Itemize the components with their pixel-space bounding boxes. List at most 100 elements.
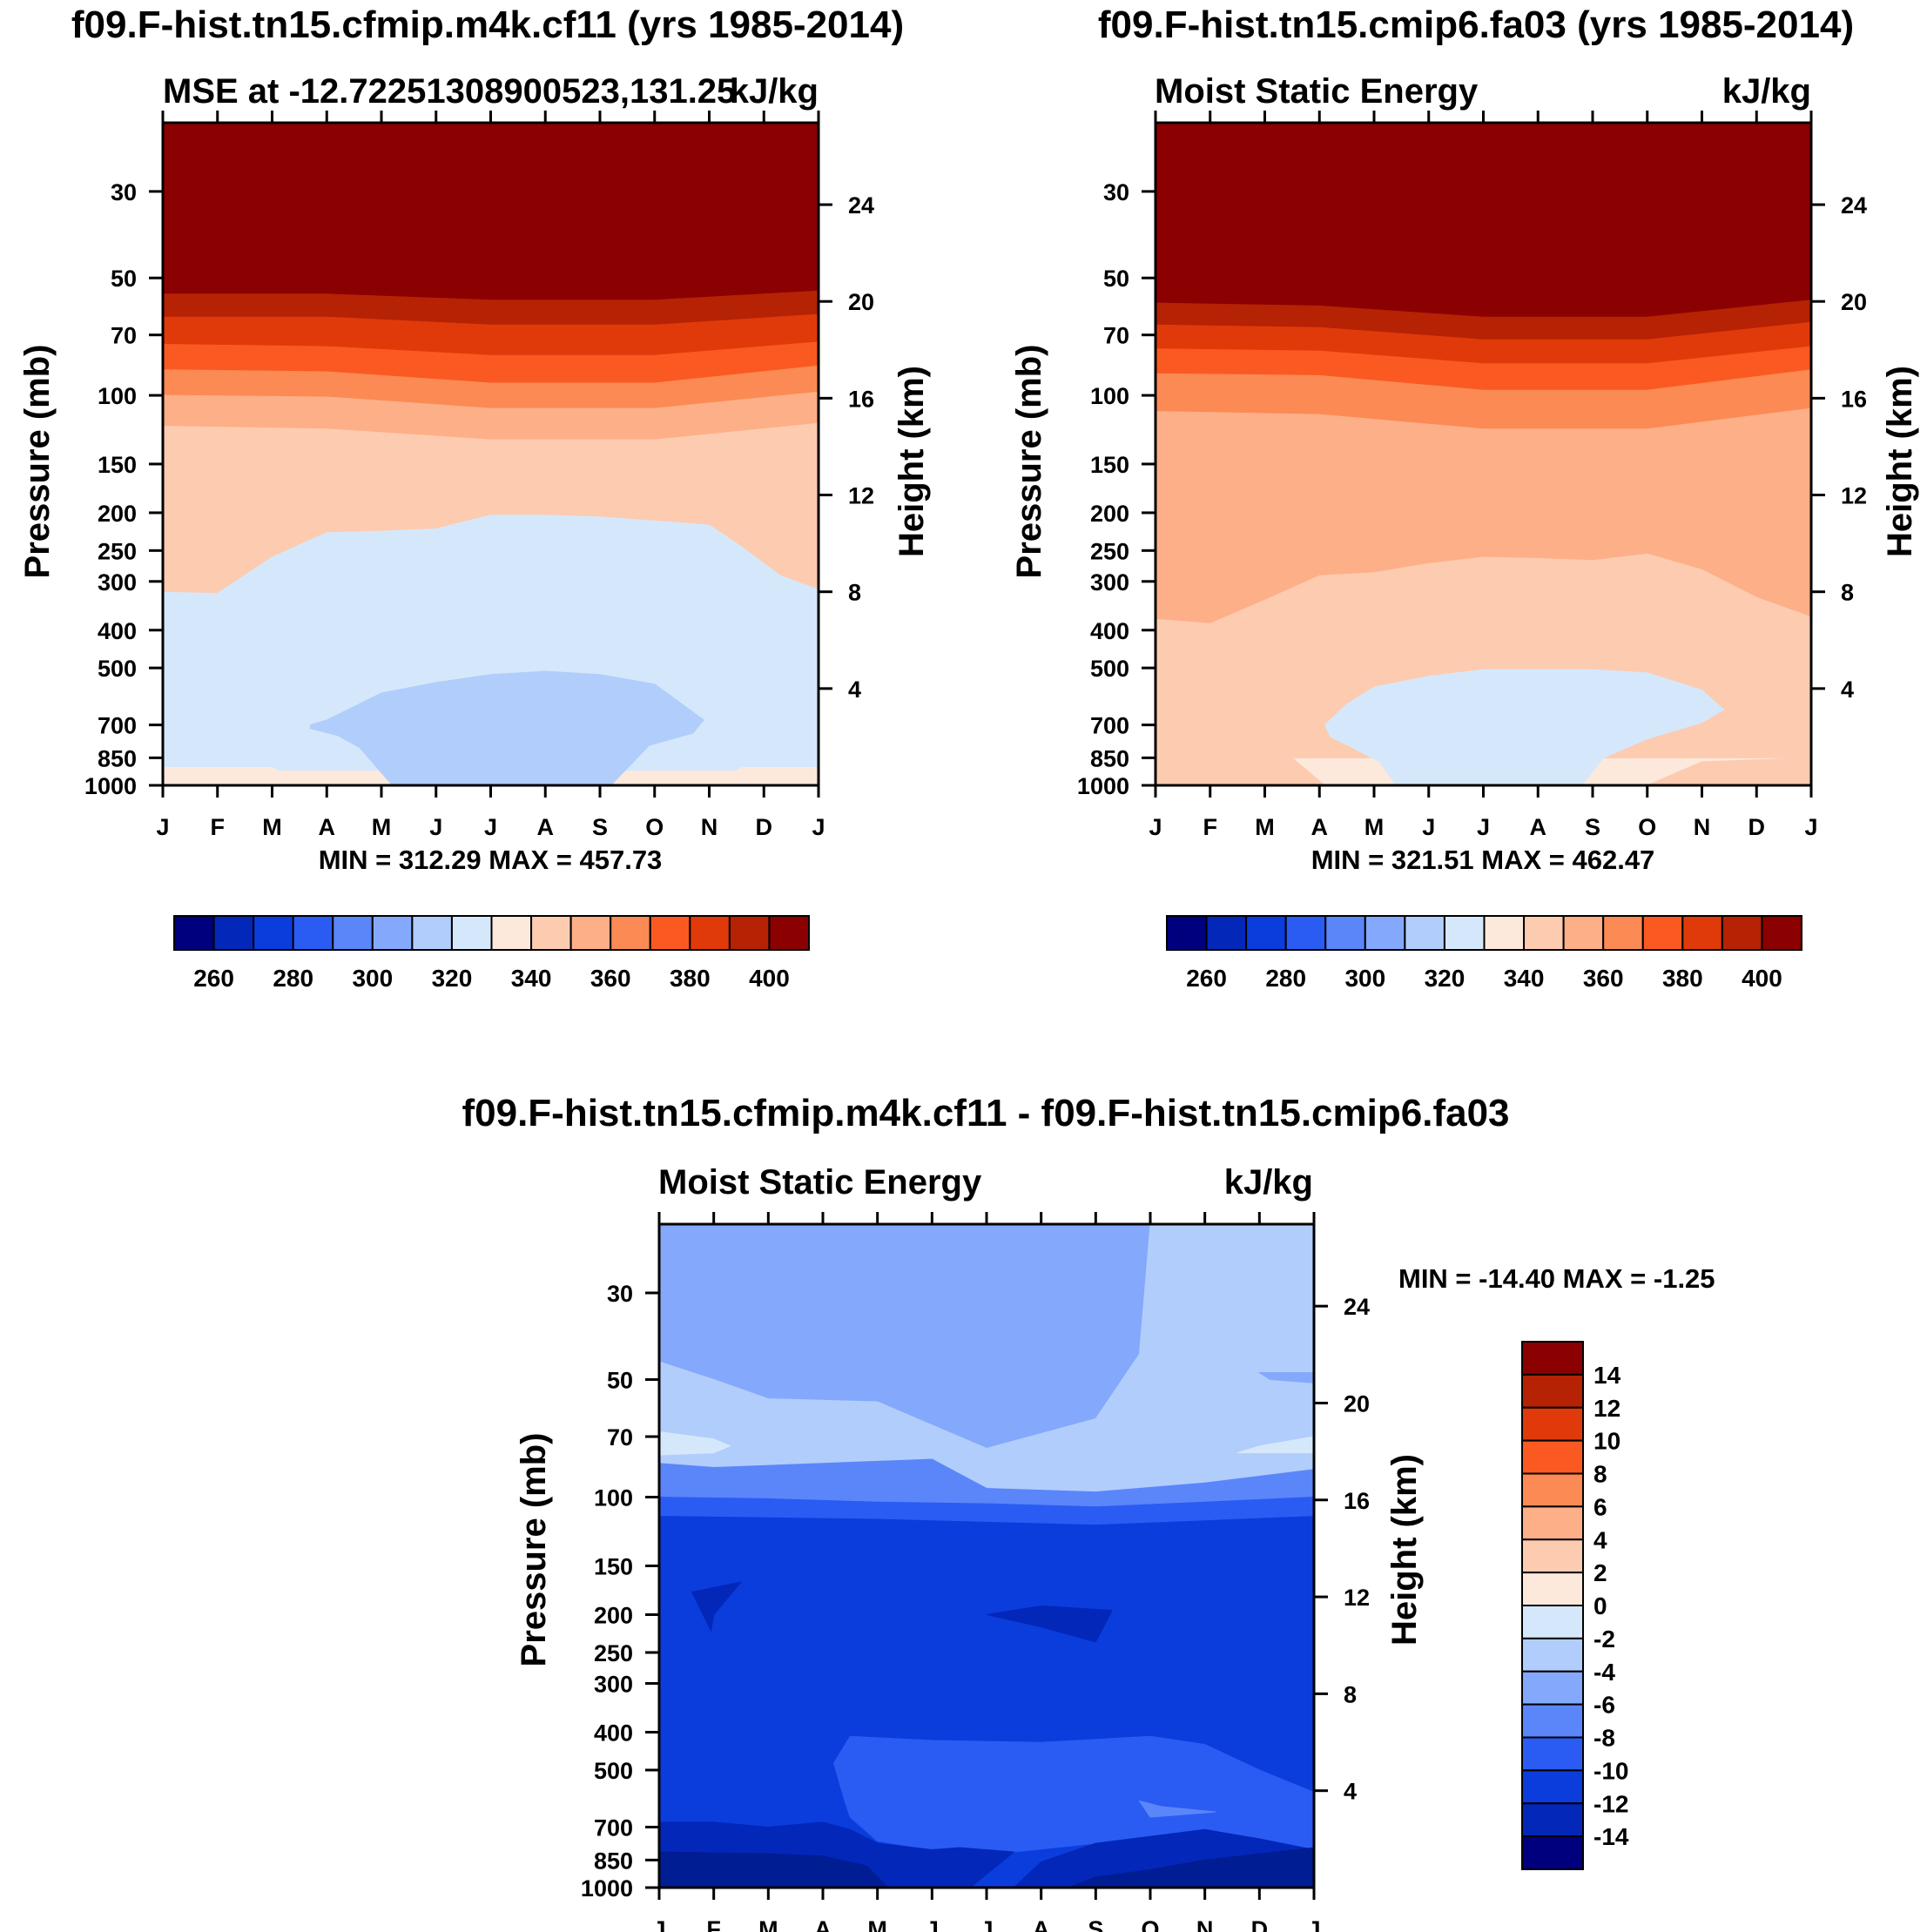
panel1-pressure-tick-label: 250 <box>98 538 137 564</box>
panel2-contour-band-8 <box>1156 757 1326 785</box>
panel2-colorbar-label: 260 <box>1186 965 1227 992</box>
panel2-contour-plot <box>1156 123 1811 785</box>
panel3-xtick-label: J <box>1307 1916 1320 1932</box>
panel3-ylabel-right: Height (km) <box>1385 1454 1424 1646</box>
panel1-colorbar-label: 280 <box>273 965 313 992</box>
panel2-xtick-label: A <box>1311 814 1329 840</box>
panel1-contour-band-9 <box>163 767 303 785</box>
panel1-pressure-tick-label: 100 <box>98 383 137 409</box>
panel3-contour-band-11 <box>1138 1800 1216 1818</box>
panel3-colorbar-swatch <box>1521 1703 1584 1739</box>
panel2-colorbar-swatch <box>1245 915 1287 951</box>
panel1-contour-band-8 <box>309 670 704 785</box>
panel2-colorbar-label: 300 <box>1344 965 1385 992</box>
panel2-xtick-label: O <box>1638 814 1656 840</box>
panel3-xtick-label: D <box>1251 1916 1269 1932</box>
panel2-pressure-tick-label: 850 <box>1090 745 1129 771</box>
panel2-height-tick-label: 12 <box>1841 483 1867 509</box>
panel2-colorbar-swatch <box>1602 915 1644 951</box>
panel3-colorbar-swatch <box>1521 1439 1584 1475</box>
panel3-height-tick-label: 8 <box>1344 1681 1357 1707</box>
panel3-contour-band-14 <box>659 1851 889 1888</box>
panel1-contour-band-0 <box>163 123 819 301</box>
panel1-colorbar-swatch <box>292 915 334 951</box>
panel3-colorbar-label: 8 <box>1593 1461 1607 1488</box>
panel1-xtick-label: O <box>645 814 664 840</box>
panel2-pressure-tick-label: 50 <box>1103 266 1129 292</box>
panel1-colorbar-label: 300 <box>352 965 393 992</box>
panel2-height-tick-label: 20 <box>1841 289 1867 315</box>
panel3-pressure-tick-label: 100 <box>594 1484 633 1511</box>
panel1-pressure-tick-label: 300 <box>98 569 137 596</box>
panel2-colorbar-swatch <box>1284 915 1327 951</box>
panel1-colorbar-label: 340 <box>511 965 552 992</box>
panel3-xtick-label: N <box>1196 1916 1214 1932</box>
panel2-colorbar-swatch <box>1443 915 1486 951</box>
panel2-height-tick-label: 4 <box>1841 677 1854 703</box>
panel3-xtick-label: J <box>980 1916 993 1932</box>
panel1-pressure-tick-label: 70 <box>111 323 137 349</box>
panel2-pressure-tick-label: 400 <box>1090 618 1129 644</box>
panel2-axes: J F M A M J J A S O N D J 30 50 70 100 150 200 250 300 400 500… <box>1077 111 1867 840</box>
panel3-ylabel: Pressure (mb) <box>515 1433 553 1667</box>
panel1-height-tick-label: 20 <box>848 289 874 315</box>
panel3-colorbar-label: -14 <box>1593 1823 1629 1850</box>
panel1-axes: J F M A M J J A S O N D J 30 50 70 100 150 200 250 300 400 500… <box>84 111 874 840</box>
panel2-xtick-label: J <box>1422 814 1435 840</box>
panel1-colorbar-swatch <box>332 915 374 951</box>
panel1-xtick-label: F <box>211 814 226 840</box>
panel3-colorbar-label: 2 <box>1593 1559 1607 1586</box>
panel2-contour-band-9 <box>1647 757 1811 785</box>
panel1-xtick-label: M <box>372 814 392 840</box>
panel1-colorbar-swatch <box>768 915 810 951</box>
panel1-colorbar-swatch <box>411 915 453 951</box>
panel3-pressure-tick-label: 500 <box>594 1758 633 1784</box>
panel2-subtitle-left: Moist Static Energy <box>1155 72 1479 111</box>
panel3-contour-band-9 <box>986 1605 1113 1643</box>
panel1-colorbar-swatch <box>490 915 533 951</box>
panel1-pressure-tick-label: 200 <box>98 501 137 527</box>
panel1-colorbar-label: 260 <box>193 965 234 992</box>
panel3-contour-band-2 <box>659 1430 731 1456</box>
panel2-colorbar-swatch <box>1562 915 1605 951</box>
panel3-colorbar-swatch <box>1521 1605 1584 1639</box>
panel1-pressure-tick-label: 400 <box>98 618 137 644</box>
panel3-height-tick-label: 4 <box>1344 1779 1357 1805</box>
panel2-colorbar-swatch <box>1483 915 1526 951</box>
panel1-colorbar-swatch <box>728 915 771 951</box>
panel1-colorbar-swatch <box>253 915 294 951</box>
panel3-pressure-tick-label: 300 <box>594 1671 633 1697</box>
panel2-pressure-tick-label: 700 <box>1090 713 1129 739</box>
panel2-colorbar-swatch <box>1404 915 1445 951</box>
panel3-height-tick-label: 16 <box>1344 1488 1370 1514</box>
panel3-pressure-tick-label: 250 <box>594 1640 633 1666</box>
panel2-contour-band-0 <box>1156 123 1811 318</box>
panel2-colorbar-swatch <box>1205 915 1248 951</box>
panel2-xtick-label: D <box>1748 814 1766 840</box>
panel2-height-tick-label: 24 <box>1841 192 1867 219</box>
panel1-colorbar-swatch <box>530 915 572 951</box>
panel1-xtick-label: A <box>319 814 336 840</box>
panel1-height-tick-label: 8 <box>848 580 861 606</box>
panel3-colorbar-label: 4 <box>1593 1526 1607 1553</box>
panel2-colorbar-label: 380 <box>1662 965 1703 992</box>
panel2-colorbar-swatch <box>1166 915 1208 951</box>
panel3-pressure-tick-label: 1000 <box>581 1875 633 1902</box>
panel3-colorbar-swatch <box>1521 1835 1584 1870</box>
panel3-colorbar: 14 12 10 8 6 4 2 0 -2 -4 -6 -8 -10 -12 -14 <box>1521 1341 1629 1870</box>
panel2-xtick-label: A <box>1530 814 1547 840</box>
panel1-pressure-tick-label: 850 <box>98 745 137 771</box>
panel1-xtick-label: M <box>262 814 282 840</box>
panel1-height-tick-label: 16 <box>848 386 874 412</box>
panel3-contour-band-3 <box>1237 1436 1314 1454</box>
panel3-xtick-label: F <box>706 1916 721 1932</box>
panel1-contour-band-10 <box>709 767 819 785</box>
panel1-colorbar-swatch <box>371 915 414 951</box>
panel1-pressure-tick-label: 150 <box>98 452 137 478</box>
panel3-pressure-tick-label: 30 <box>607 1281 633 1307</box>
panel1-ylabel: Pressure (mb) <box>18 345 57 579</box>
panel2-colorbar-swatch <box>1721 915 1763 951</box>
panel3-xtick-label: J <box>926 1916 939 1932</box>
panel2-ylabel-right: Height (km) <box>1881 366 1919 557</box>
panel3-colorbar-swatch <box>1521 1736 1584 1772</box>
